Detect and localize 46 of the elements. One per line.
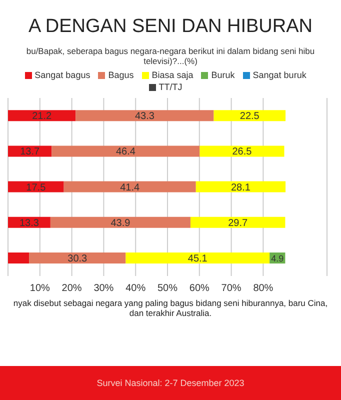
legend-label: TT/TJ (158, 82, 182, 92)
bar (76, 110, 214, 122)
data-label: 45.1 (188, 254, 208, 265)
text: nyak disebut sebagai negara yang paling bagus bidang seni hiburannya, baru Cina, dan terakhir Australia. (12, 297, 329, 320)
x-tick-label: 40% (126, 283, 146, 294)
data-label: 30.3 (68, 254, 88, 265)
data-label: 22.5 (240, 111, 260, 122)
data-label: 13.7 (20, 146, 40, 158)
data-label: 29.7 (228, 218, 248, 229)
data-label: 26.5 (232, 146, 252, 158)
data-label: 13.3 (19, 218, 40, 229)
legend-label: Bagus (108, 70, 134, 80)
bar (8, 252, 30, 264)
bar (190, 216, 286, 228)
x-tick-label: 70% (221, 283, 242, 294)
x-tick-label: 30% (94, 283, 114, 294)
bar (214, 110, 286, 122)
bar (8, 110, 76, 122)
bar (29, 252, 126, 264)
data-label: 43.3 (134, 111, 155, 122)
bar (196, 181, 286, 192)
legend-label: Biasa saja (152, 70, 194, 80)
data-label: 17.5 (26, 182, 46, 194)
chart-subtitle: bu/Bapak, seberapa bagus negara-negara berikut ini dalam bidang seni hibu televisi)?...(%) (25, 45, 316, 66)
bar (50, 216, 190, 228)
bar (200, 146, 284, 157)
data-label: 43.9 (110, 218, 131, 229)
chart-title: A DENGAN SENI DAN HIBURAN (28, 15, 314, 38)
data-label: 28.1 (230, 182, 251, 194)
x-tick-label: 60% (189, 283, 210, 294)
x-tick-label: 10% (30, 283, 50, 294)
legend-label: Sangat buruk (252, 70, 306, 80)
legend-label: Sangat bagus (34, 70, 90, 80)
data-label: 46.4 (116, 146, 136, 158)
bar (126, 252, 270, 264)
bar (52, 146, 200, 157)
x-tick-label: 50% (157, 283, 178, 294)
data-label: 4.9 (271, 254, 284, 264)
x-tick-label: 80% (253, 283, 274, 294)
x-tick-label: 20% (62, 283, 82, 294)
bar (64, 181, 196, 192)
text: Survei Nasional: 2-7 Desember 2023 (0, 366, 341, 400)
legend-label: Buruk (211, 70, 235, 80)
bar (8, 181, 64, 192)
data-label: 21.2 (32, 111, 52, 122)
data-label: 41.4 (120, 182, 140, 194)
